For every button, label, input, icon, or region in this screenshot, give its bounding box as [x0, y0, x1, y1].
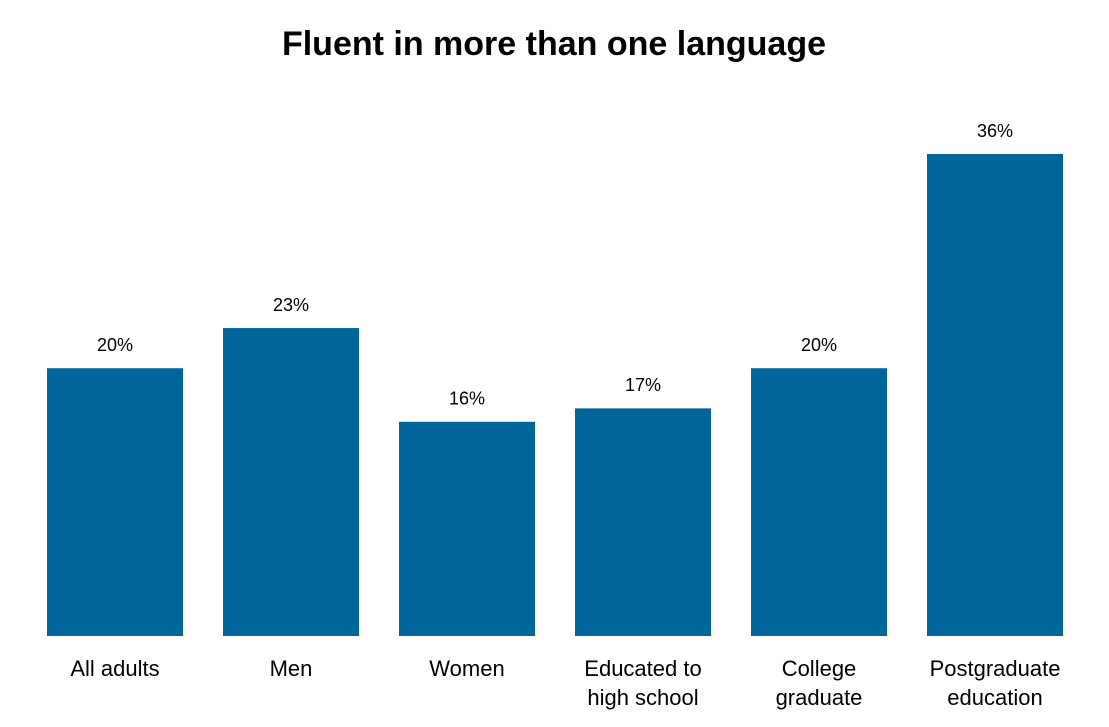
- x-tick-label: Women: [429, 656, 505, 681]
- bar: [575, 408, 711, 636]
- data-label: 16%: [449, 389, 485, 409]
- data-label: 36%: [977, 121, 1013, 141]
- data-label: 20%: [801, 335, 837, 355]
- x-tick-label: All adults: [70, 656, 160, 681]
- chart-title: Fluent in more than one language: [282, 25, 826, 63]
- data-label: 20%: [97, 335, 133, 355]
- bar: [47, 368, 183, 636]
- bar: [399, 421, 535, 636]
- x-tick-label: Educated to high school: [584, 656, 702, 710]
- x-tick-label: Postgraduate education: [929, 656, 1061, 710]
- data-label: 23%: [273, 295, 309, 315]
- bar: [223, 328, 359, 636]
- x-tick-label: College graduate: [775, 656, 863, 710]
- data-label: 17%: [625, 375, 661, 395]
- bar: [751, 368, 887, 636]
- x-tick-label: Men: [269, 656, 313, 681]
- bar: [927, 154, 1063, 636]
